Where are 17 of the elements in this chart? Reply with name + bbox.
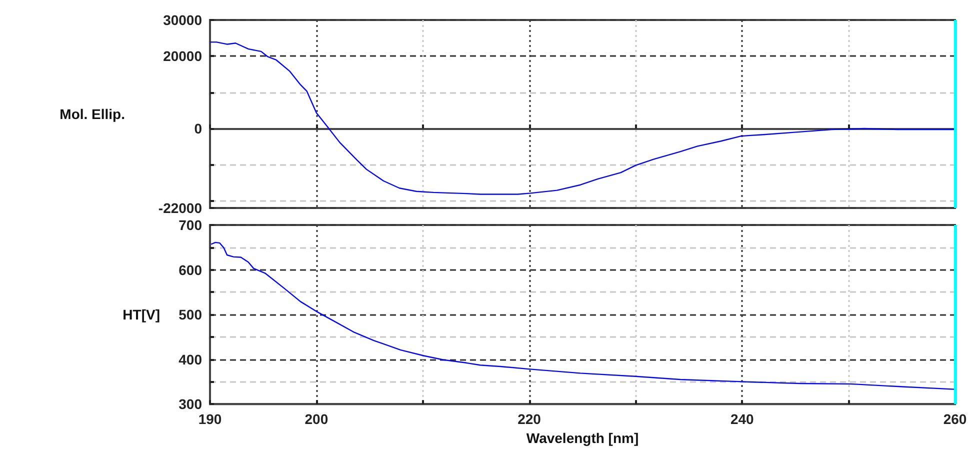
y-tick-label: 30000	[163, 12, 202, 28]
y-tick-label: 300	[178, 396, 202, 412]
x-axis-title: Wavelength [nm]	[526, 430, 639, 446]
y-tick-label: 20000	[163, 48, 202, 64]
y-tick-label: 500	[178, 306, 202, 323]
y-tick-label: 0	[194, 120, 202, 136]
x-tick-label: 190	[198, 411, 222, 428]
y-tick-label: 600	[178, 262, 202, 278]
x-tick-label: 240	[730, 411, 754, 428]
y-tick-label: -22000	[158, 200, 202, 216]
y-tick-label: 700	[178, 217, 202, 233]
y-axis-title: HT[V]	[122, 306, 160, 323]
x-tick-label: 220	[518, 411, 542, 428]
x-tick-label: 200	[304, 411, 328, 428]
y-axis-title: Mol. Ellip.	[60, 106, 125, 122]
y-tick-label: 400	[178, 351, 202, 368]
x-tick-label: 260	[943, 411, 967, 428]
